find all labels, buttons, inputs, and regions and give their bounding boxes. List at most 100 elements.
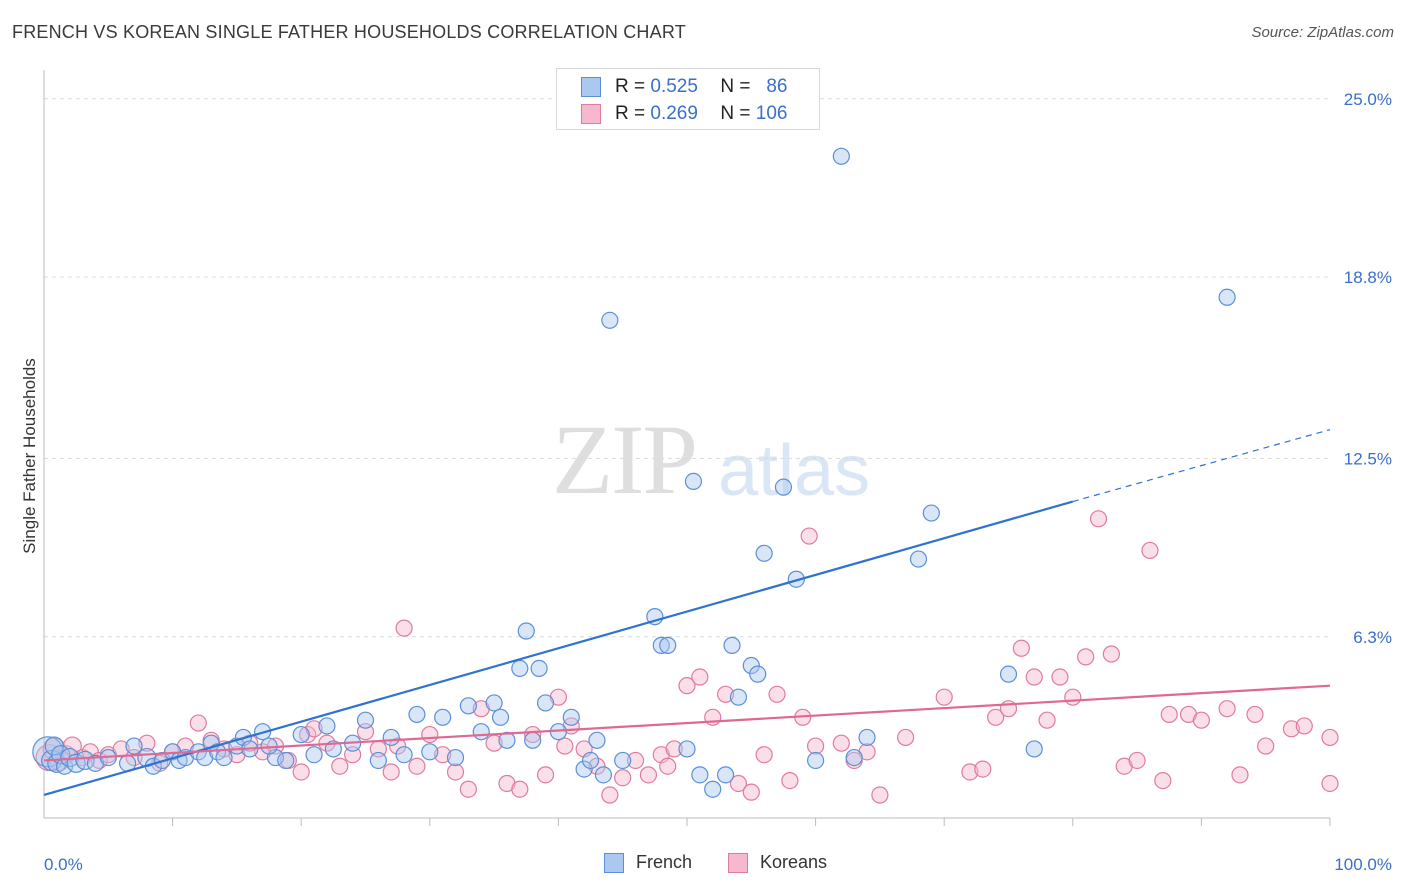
french-point <box>729 688 748 706</box>
korean-point <box>1089 510 1108 528</box>
korean-point <box>1025 668 1043 686</box>
korean-point <box>1141 541 1159 560</box>
korean-point <box>614 769 632 787</box>
french-point <box>215 748 233 767</box>
french-point <box>723 636 741 654</box>
bottom-legend-label-french: French <box>636 852 693 872</box>
french-point <box>530 659 548 678</box>
korean-point <box>1218 700 1236 718</box>
korean-point <box>138 734 156 752</box>
korean-point <box>659 757 677 775</box>
french-point <box>832 147 850 165</box>
french-point <box>75 750 95 771</box>
y-tick-label: 12.5% <box>1344 449 1392 468</box>
french-point <box>277 751 295 770</box>
bottom-legend-label-koreans: Koreans <box>760 852 828 872</box>
korean-point <box>1102 645 1120 663</box>
korean-point <box>742 783 760 801</box>
korean-point <box>382 763 400 781</box>
french-point <box>562 708 580 726</box>
french-point <box>511 659 529 678</box>
legend-row-koreans: R = 0.269 N = 106 <box>581 102 787 126</box>
legend-swatch-french <box>581 77 601 97</box>
korean-point <box>626 751 645 770</box>
legend-r-label: R = <box>615 76 646 97</box>
french-point <box>614 751 632 770</box>
french-point <box>588 731 606 749</box>
korean-point <box>588 757 606 775</box>
korean-point <box>716 685 735 703</box>
x-tick-label-min: 0.0% <box>44 855 83 874</box>
french-point <box>421 743 439 761</box>
korean-point <box>1192 711 1211 729</box>
korean-point <box>331 757 349 775</box>
korean-point <box>389 737 407 755</box>
korean-point <box>1321 774 1339 793</box>
watermark-atlas: atlas <box>718 431 871 511</box>
french-point <box>581 751 600 770</box>
legend-n-value-koreans: 106 <box>755 103 788 124</box>
korean-point <box>639 766 658 784</box>
korean-point <box>395 619 413 637</box>
korean-point <box>1064 688 1082 706</box>
korean-point <box>421 725 439 744</box>
korean-point <box>1077 648 1095 666</box>
legend-r-label: R = <box>615 103 646 124</box>
korean-point <box>729 774 748 793</box>
french-point <box>922 504 940 522</box>
french-point <box>491 708 510 726</box>
korean-point <box>665 740 683 758</box>
korean-point <box>408 757 426 775</box>
korean-point <box>1295 717 1313 735</box>
korean-point <box>601 786 619 804</box>
french-point <box>446 748 465 767</box>
french-point <box>318 717 336 735</box>
korean-point <box>1321 728 1339 747</box>
french-point <box>459 697 477 715</box>
french-trend-line <box>43 500 1074 797</box>
french-point <box>594 766 613 784</box>
bottom-legend-swatch-french <box>604 852 624 873</box>
y-tick-label: 18.8% <box>1344 268 1392 287</box>
legend-n-value-french: 86 <box>766 76 788 97</box>
french-point <box>909 550 928 568</box>
korean-point <box>292 763 310 781</box>
korean-point <box>1160 705 1178 724</box>
korean-point <box>768 685 786 703</box>
french-point <box>652 636 670 654</box>
korean-point <box>1051 668 1069 686</box>
french-point <box>774 478 793 496</box>
source-credit: Source: ZipAtlas.com <box>1251 24 1394 41</box>
french-point <box>845 748 863 767</box>
french-point <box>1025 740 1043 758</box>
french-point <box>684 472 703 490</box>
french-point <box>755 544 773 562</box>
french-point <box>369 751 387 770</box>
korean-point <box>189 714 207 732</box>
french-point <box>485 694 503 712</box>
bottom-legend-swatch-koreans <box>728 852 748 873</box>
x-tick-label-max: 100.0% <box>1334 855 1392 874</box>
korean-point <box>1154 771 1172 790</box>
korean-point <box>781 771 799 790</box>
korean-point <box>434 746 452 764</box>
french-point <box>292 725 310 744</box>
legend-n-label: N = <box>720 76 751 97</box>
korean-point <box>1128 751 1146 770</box>
french-point <box>434 708 452 726</box>
korean-point <box>536 766 555 784</box>
korean-point <box>691 668 709 686</box>
french-point <box>125 737 143 755</box>
korean-point <box>1038 711 1056 729</box>
korean-point <box>871 786 889 804</box>
french-point <box>659 636 677 654</box>
french-point <box>524 731 542 749</box>
french-point <box>1218 288 1236 306</box>
korean-point <box>299 725 317 744</box>
french-point <box>749 665 767 683</box>
french-point <box>858 728 876 747</box>
french-point <box>305 746 323 764</box>
korean-point <box>459 780 477 798</box>
correlation-legend: R = 0.525 N = 86 R = 0.269 N = 106 <box>556 68 820 130</box>
